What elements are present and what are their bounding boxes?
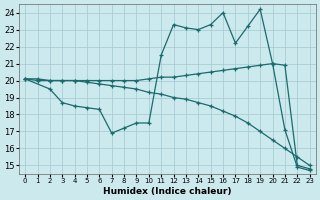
X-axis label: Humidex (Indice chaleur): Humidex (Indice chaleur) [103,187,232,196]
